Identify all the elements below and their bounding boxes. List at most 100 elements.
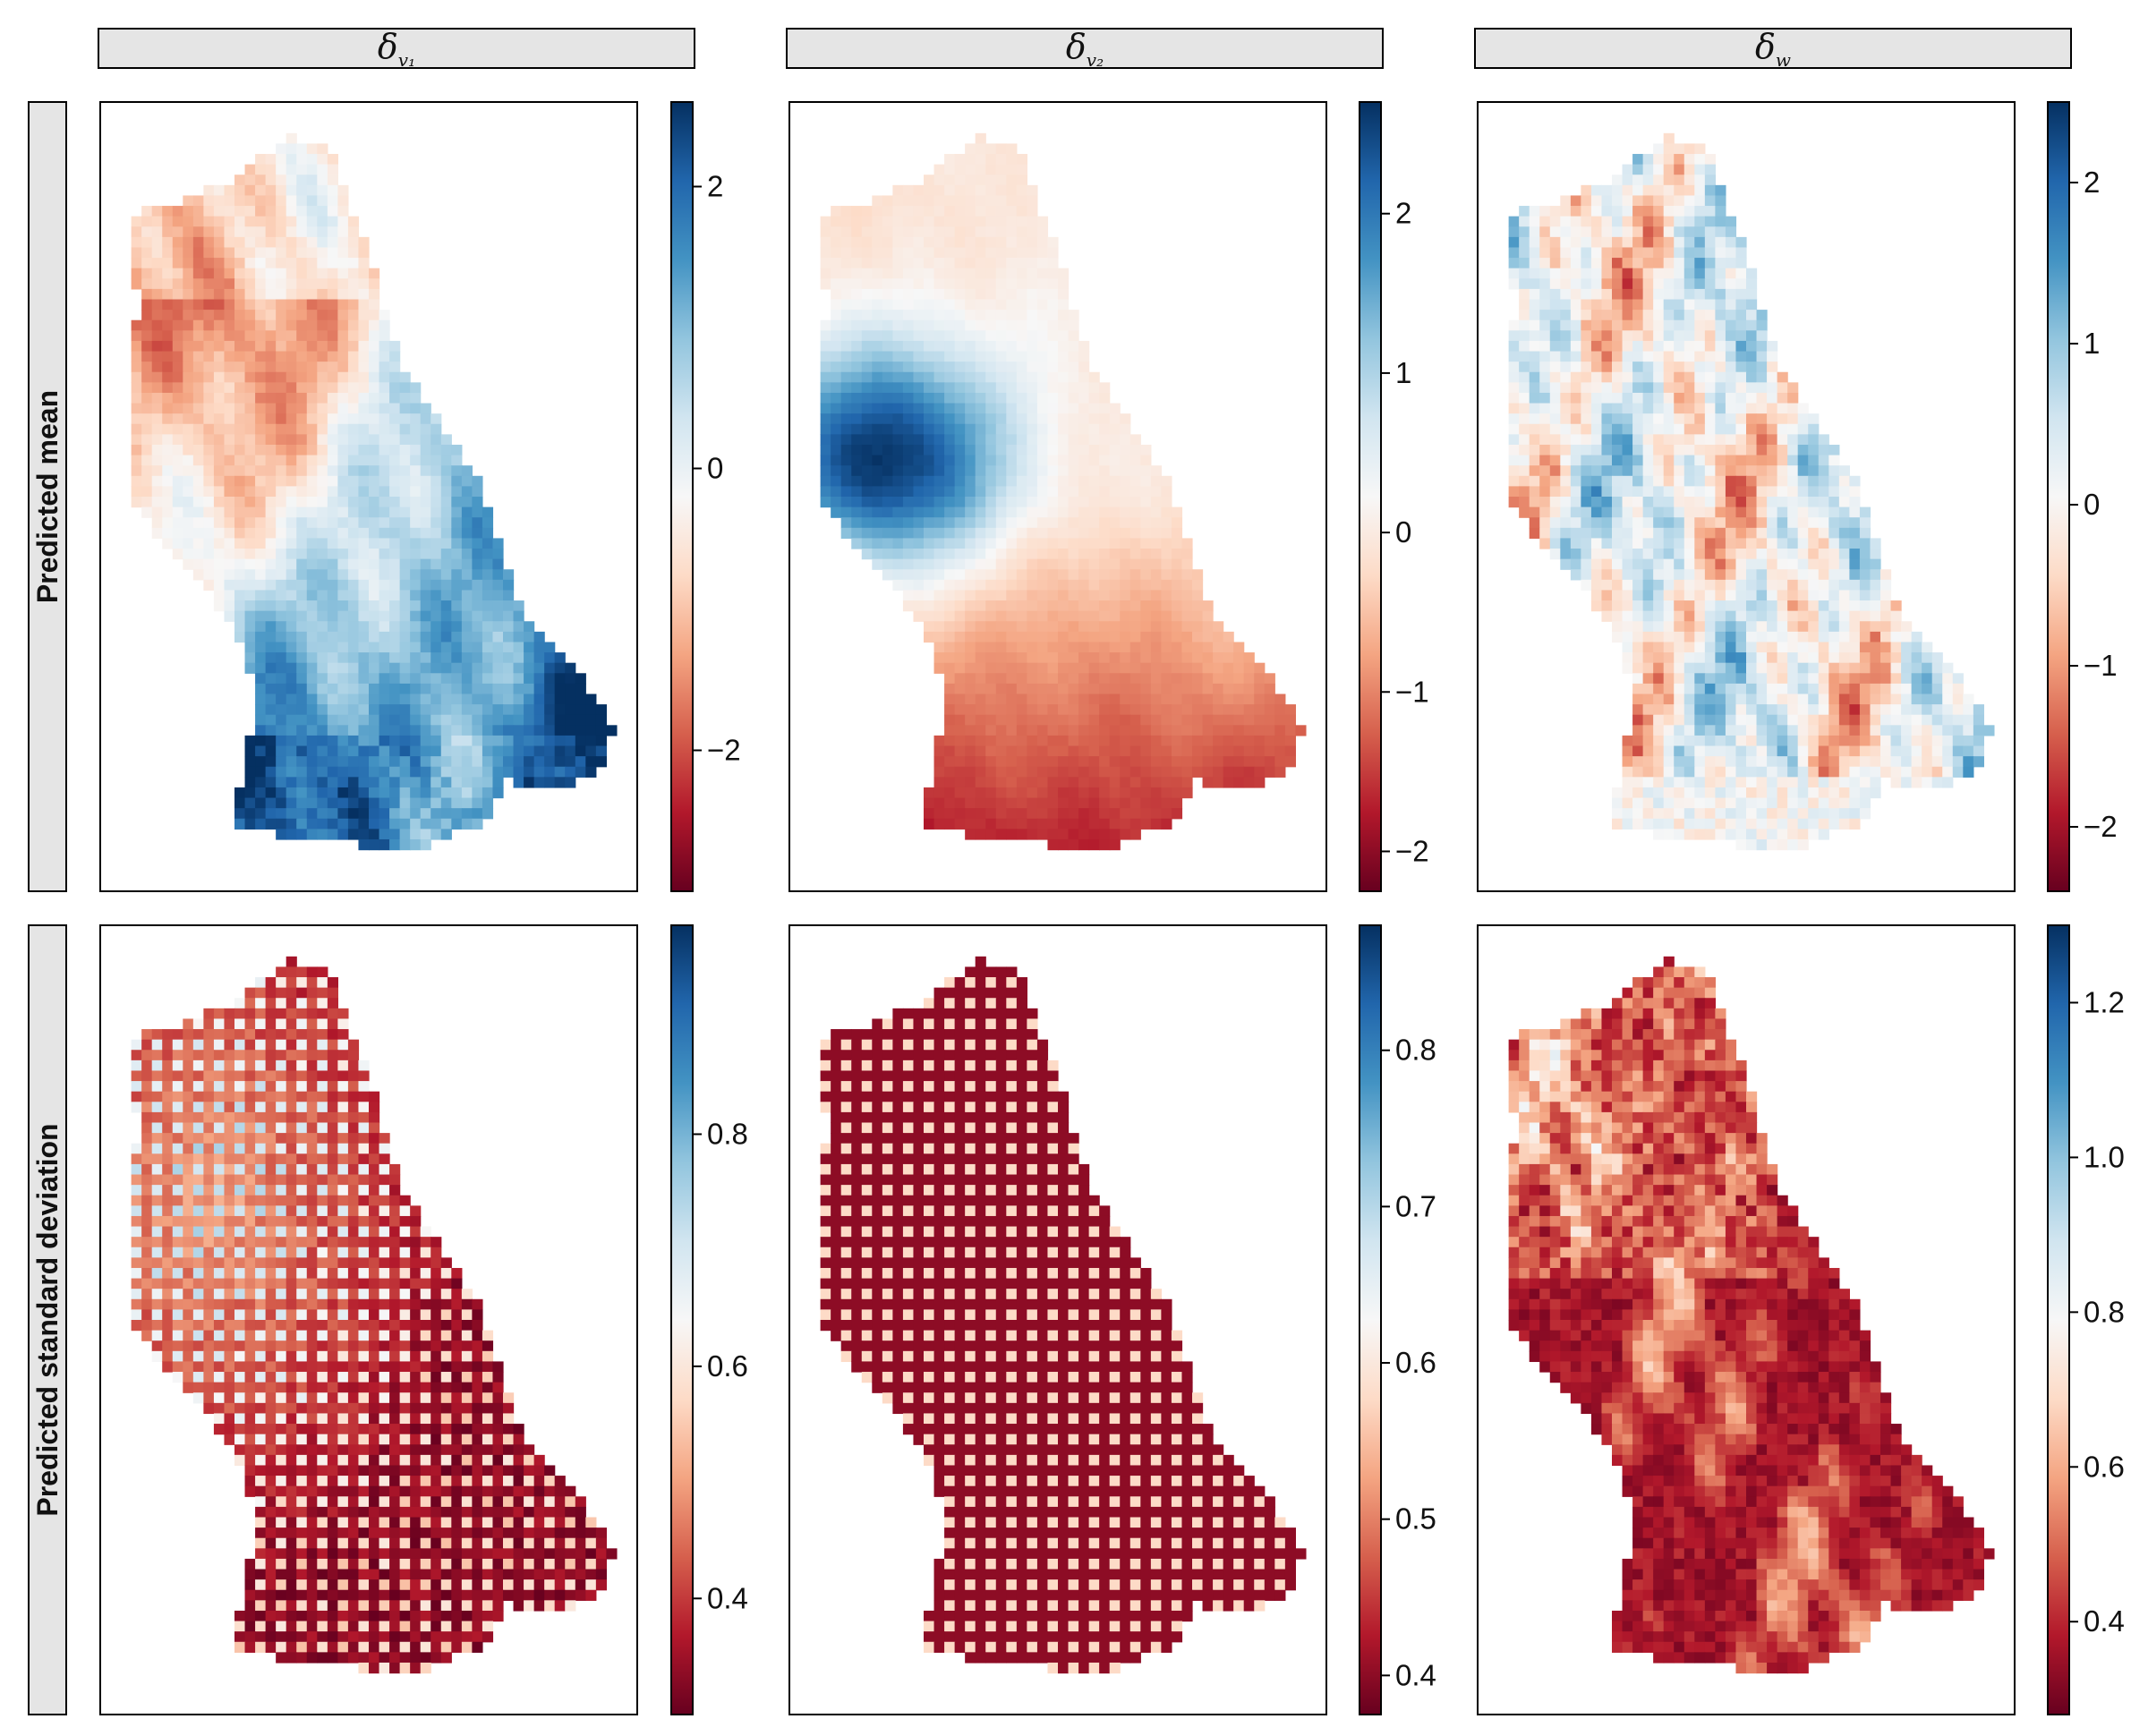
heatmap-cell — [244, 506, 256, 518]
heatmap-cell — [1006, 662, 1018, 674]
heatmap-cell — [369, 621, 380, 633]
heatmap-cell — [369, 683, 380, 695]
heatmap-cell — [985, 403, 997, 414]
heatmap-cell — [389, 818, 401, 830]
heatmap-cell — [1027, 423, 1038, 435]
heatmap-cell — [985, 600, 997, 612]
heatmap-cell — [1068, 549, 1079, 560]
heatmap-cell — [872, 382, 883, 394]
heatmap-cell — [1735, 236, 1747, 249]
heatmap-cell — [975, 258, 986, 269]
heatmap-cell — [954, 683, 966, 695]
heatmap-cell — [1006, 517, 1018, 529]
panels — [99, 101, 2016, 1715]
heatmap-cell — [420, 766, 431, 778]
heatmap-cell — [430, 455, 442, 466]
heatmap-cell — [183, 299, 194, 311]
heatmap-cell — [306, 735, 318, 747]
heatmap-cell — [1704, 226, 1716, 238]
heatmap-cell — [379, 455, 390, 466]
heatmap-cell — [389, 569, 401, 581]
heatmap-cell — [872, 558, 883, 570]
heatmap-cell — [1192, 610, 1204, 622]
heatmap-cell — [1601, 506, 1613, 518]
heatmap-cell — [317, 278, 328, 290]
heatmap-cell — [1549, 527, 1561, 540]
heatmap-cell — [995, 549, 1007, 560]
heatmap-cell — [327, 538, 338, 549]
heatmap-cell — [1746, 268, 1758, 279]
heatmap-cell — [1612, 538, 1624, 549]
heatmap-cell — [420, 725, 431, 736]
heatmap-cell — [389, 527, 401, 540]
heatmap-cell — [1058, 642, 1070, 653]
heatmap-cell — [255, 362, 267, 373]
heatmap-cell — [296, 642, 308, 653]
heatmap-cell — [820, 465, 831, 477]
heatmap-cell — [1704, 527, 1716, 540]
heatmap-cell — [1859, 610, 1871, 622]
heatmap-cell — [1539, 247, 1551, 259]
heatmap-cell — [1036, 829, 1049, 840]
heatmap-cell — [1161, 745, 1172, 757]
heatmap-cell — [1202, 600, 1214, 612]
heatmap-cell — [1058, 299, 1070, 311]
heatmap-cell — [327, 299, 338, 311]
heatmap-cell — [1674, 590, 1685, 601]
heatmap-cell — [265, 527, 277, 540]
heatmap-cell — [1725, 278, 1737, 290]
heatmap-cell — [162, 288, 174, 301]
heatmap-cell — [1254, 735, 1266, 747]
heatmap-cell — [1612, 299, 1624, 311]
heatmap-cell — [1047, 486, 1059, 498]
heatmap-cell — [902, 579, 915, 591]
heatmap-cell — [985, 808, 997, 820]
heatmap-cell — [420, 787, 431, 799]
heatmap-cell — [1694, 558, 1706, 570]
heatmap-cell — [985, 538, 997, 549]
heatmap-cell — [306, 278, 318, 290]
heatmap-cell — [1508, 423, 1520, 435]
heatmap-cell — [213, 527, 226, 540]
heatmap-cell — [1674, 538, 1685, 549]
heatmap-cell — [1560, 288, 1572, 301]
heatmap-cell — [1653, 465, 1665, 477]
heatmap-cell — [265, 288, 277, 301]
heatmap-cell — [1704, 195, 1716, 207]
heatmap-cell — [1539, 497, 1551, 508]
heatmap-cell — [1529, 413, 1540, 425]
heatmap-cell — [503, 673, 515, 685]
heatmap-cell — [1777, 465, 1788, 477]
heatmap-cell — [1663, 517, 1675, 529]
heatmap-cell — [1653, 143, 1665, 155]
heatmap-cell — [1674, 310, 1685, 321]
heatmap-cell — [440, 652, 452, 664]
heatmap-cell — [1088, 455, 1100, 466]
heatmap-cell — [513, 600, 524, 612]
heatmap-cell — [1838, 621, 1850, 633]
heatmap-cell — [213, 371, 226, 383]
heatmap-cell — [1078, 392, 1090, 404]
heatmap-cell — [902, 382, 915, 394]
heatmap-cell — [1767, 382, 1778, 394]
heatmap-cell — [1129, 517, 1141, 529]
heatmap-cell — [1632, 538, 1644, 549]
heatmap-cell — [985, 475, 997, 487]
heatmap-cell — [1622, 403, 1633, 414]
heatmap-cell — [954, 621, 966, 633]
heatmap-cell — [1818, 538, 1829, 549]
heatmap-cell — [1027, 268, 1038, 279]
heatmap-cell — [1674, 465, 1685, 477]
heatmap-cell — [255, 600, 267, 612]
heatmap-cell — [1642, 600, 1654, 612]
heatmap-cell — [1632, 371, 1644, 383]
heatmap-cell — [1581, 278, 1592, 290]
heatmap-cell — [224, 475, 235, 487]
heatmap-cell — [347, 642, 360, 653]
heatmap-cell — [306, 288, 318, 301]
heatmap-cell — [1058, 735, 1070, 747]
heatmap-cell — [399, 725, 411, 736]
heatmap-cell — [1036, 766, 1049, 778]
heatmap-cell — [1590, 340, 1603, 353]
heatmap-cell — [286, 455, 297, 466]
